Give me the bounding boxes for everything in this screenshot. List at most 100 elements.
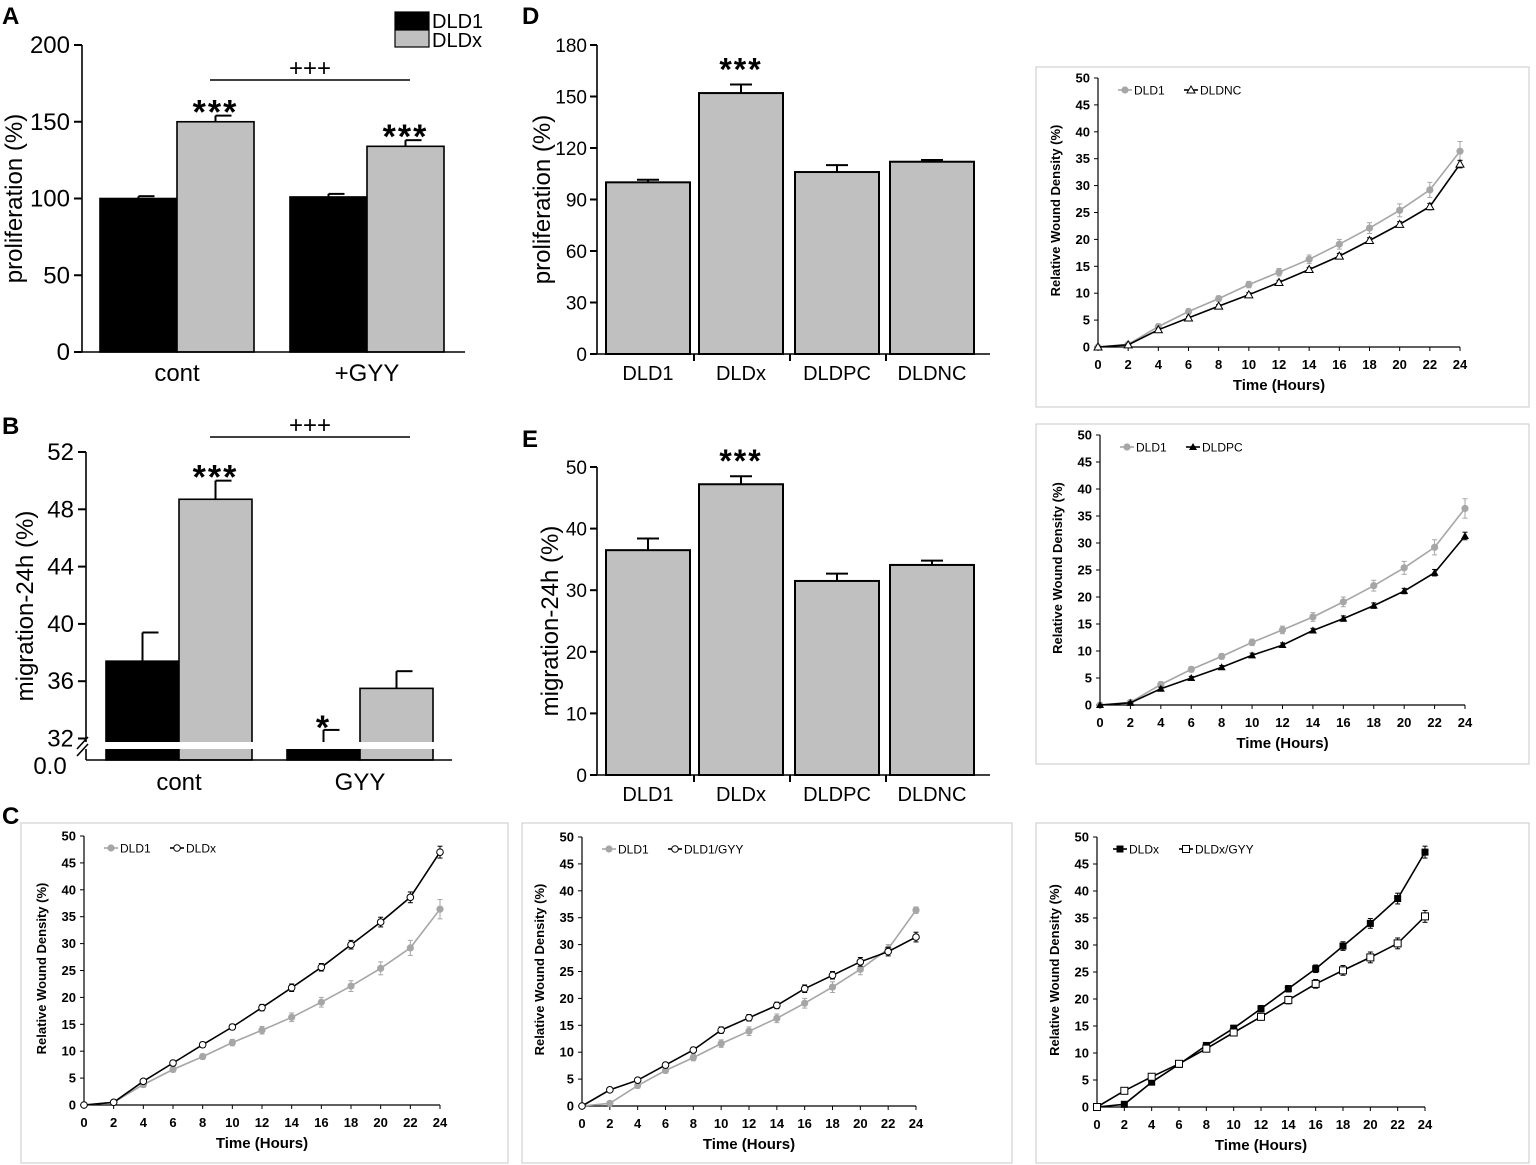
data-point (1339, 942, 1347, 950)
x-tick-label: 4 (1157, 715, 1165, 730)
x-tick-label: 18 (1336, 1117, 1350, 1132)
data-point (1248, 651, 1257, 659)
significance-stars: *** (383, 118, 429, 156)
significance-stars: *** (719, 51, 762, 87)
x-tick-label: 12 (742, 1116, 756, 1131)
data-point (1339, 614, 1348, 622)
data-point (1461, 531, 1469, 539)
x-category-label: +GYY (335, 360, 400, 387)
y-tick-label: 15 (1075, 1019, 1089, 1034)
y-tick-label: 50 (1076, 71, 1090, 86)
x-tick-label: 14 (770, 1116, 785, 1131)
significance-plus: +++ (289, 412, 331, 439)
data-point (258, 1026, 266, 1034)
bar-dldpc (794, 579, 880, 777)
x-tick-label: 8 (199, 1115, 206, 1130)
data-point (1308, 626, 1317, 634)
data-point (578, 1102, 586, 1110)
data-point (436, 905, 444, 913)
data-point (1396, 206, 1404, 214)
x-tick-label: 10 (225, 1115, 239, 1130)
y-tick-label: 40 (1075, 884, 1089, 899)
data-point (198, 1040, 207, 1049)
data-point (1369, 601, 1378, 609)
x-tick-label: 0 (1094, 357, 1101, 372)
y-tick-label: 45 (1076, 97, 1090, 112)
legend-label-dldx: DLDx (432, 30, 482, 52)
y-tick-label: 45 (1078, 455, 1092, 470)
y-tick-label: 20 (1075, 992, 1089, 1007)
data-point (1421, 912, 1429, 921)
x-tick-label: 14 (1306, 715, 1321, 730)
y-tick-label: 44 (47, 554, 74, 581)
data-point (406, 944, 414, 952)
data-point (228, 1023, 237, 1031)
legend-swatch-dldx (394, 29, 430, 48)
data-point (856, 958, 865, 966)
axis-break-mark (76, 743, 89, 757)
y-tick-label: 30 (566, 581, 587, 602)
bar-dldx-gyy (359, 687, 434, 761)
data-point (717, 1026, 725, 1034)
bar-dldpc (794, 171, 880, 355)
data-point (1123, 339, 1134, 349)
data-point (1461, 504, 1469, 513)
x-tick-label: 0 (1096, 715, 1103, 730)
data-point (347, 982, 355, 990)
y-tick-label: 50 (62, 829, 76, 844)
x-tick-label: 12 (1254, 1117, 1268, 1132)
series-line-dldx (1096, 851, 1426, 1108)
data-point (1424, 201, 1435, 211)
data-point (436, 848, 444, 856)
x-tick-label: 6 (1185, 357, 1192, 372)
x-tick-label: 4 (140, 1115, 148, 1130)
data-point (1093, 1103, 1101, 1111)
x-tick-label: 12 (1272, 357, 1286, 372)
x-category-label: DLDNC (898, 363, 967, 385)
legend-marker (1182, 845, 1190, 853)
y-tick-label: 0 (1082, 1100, 1089, 1115)
data-point (1153, 324, 1164, 334)
x-tick-label: 0 (80, 1115, 87, 1130)
y-tick-label: 45 (560, 856, 574, 871)
x-tick-label: 16 (1332, 357, 1346, 372)
data-point (634, 1081, 642, 1090)
data-point (287, 983, 296, 992)
data-point (1096, 701, 1104, 708)
legend-marker (1121, 86, 1129, 94)
data-point (745, 1027, 753, 1035)
data-point (347, 940, 355, 949)
y-tick-label: 25 (560, 964, 574, 979)
y-axis-title: proliferation (%) (1, 114, 28, 283)
bar-dldx-gyy (366, 145, 445, 353)
legend-label-dldnc: DLDNC (1200, 84, 1242, 98)
data-point (1229, 1028, 1238, 1037)
data-point (1187, 674, 1196, 681)
x-tick-label: 2 (1125, 357, 1132, 372)
significance-plus: +++ (289, 55, 331, 82)
x-tick-label: 22 (881, 1116, 895, 1131)
data-point (1394, 219, 1405, 228)
x-tick-label: 24 (433, 1115, 448, 1130)
data-point (1394, 895, 1402, 903)
data-point (1218, 652, 1226, 661)
data-point (1334, 251, 1345, 260)
data-point (1339, 598, 1347, 606)
legend-marker (671, 845, 679, 853)
data-point (1156, 684, 1165, 692)
x-tick-label: 18 (1367, 715, 1381, 730)
y-tick-label: 5 (1085, 671, 1092, 686)
x-tick-label: 16 (314, 1115, 328, 1130)
y-tick-label: 35 (560, 910, 574, 925)
data-point (1217, 663, 1226, 671)
y-tick-label: 15 (560, 1018, 574, 1033)
x-category-label: cont (156, 769, 202, 796)
x-tick-label: 6 (1188, 715, 1195, 730)
x-tick-label: 0 (1093, 1117, 1100, 1132)
x-tick-label: 20 (373, 1115, 387, 1130)
y-tick-label: 0 (69, 1098, 76, 1113)
chart-e-migration: DLD1 DLDx DLDPC DLDNC 0 10 20 30 40 50 migration-2… (537, 443, 990, 806)
series-line-dld1 (581, 909, 917, 1107)
data-point (606, 1086, 614, 1094)
